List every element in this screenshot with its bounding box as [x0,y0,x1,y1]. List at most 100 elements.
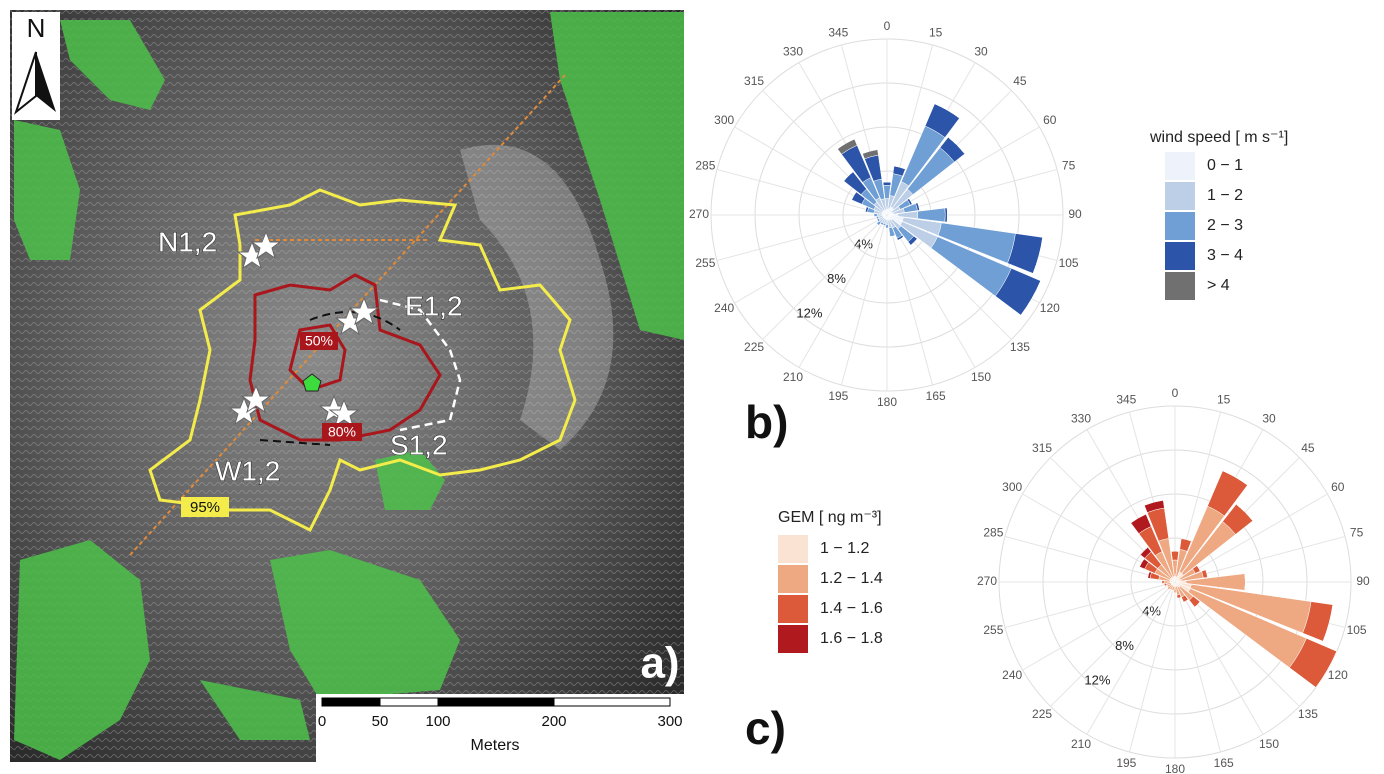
direction-label: 240 [714,301,734,315]
legend-label: 2 − 3 [1207,217,1243,234]
direction-label: 75 [1062,159,1076,173]
spoke [1051,582,1175,706]
scale-tick-label: 50 [372,713,389,730]
r-tick-label: 8% [1115,638,1134,653]
direction-label: 90 [1068,207,1082,221]
direction-label: 180 [877,395,897,409]
r-tick-label: 12% [796,306,822,321]
direction-label: 45 [1013,74,1027,88]
direction-label: 270 [689,207,709,221]
legend-label: 1 − 1.2 [820,540,869,557]
direction-label: 225 [1032,707,1052,721]
scale-segment [380,698,438,706]
spoke [1023,582,1175,670]
legend-label: 1.6 − 1.8 [820,630,883,647]
legend-label: 0 − 1 [1207,157,1243,174]
rose-segment [885,225,888,228]
legend-label: 1.4 − 1.6 [820,600,883,617]
direction-label: 180 [1165,762,1185,774]
spoke [735,215,887,303]
direction-label: 150 [971,370,991,384]
direction-label: 345 [1116,393,1136,407]
direction-label: 315 [744,74,764,88]
direction-label: 75 [1350,526,1364,540]
map: N1,2 E1,2 S1,2 W1,2 50% 80% 95% N a) Met… [10,10,684,774]
scale-bar: Meters 0 50 100 200 300 [316,694,684,774]
scale-tick-label: 200 [541,713,566,730]
legend-label: 1 − 2 [1207,187,1243,204]
direction-label: 330 [1071,411,1091,425]
r-tick-label: 8% [827,271,846,286]
scale-segment [438,698,554,706]
direction-label: 345 [828,26,848,40]
direction-label: 300 [714,113,734,127]
scale-segment [554,698,670,706]
scale-tick-label: 300 [657,713,682,730]
direction-label: 330 [783,44,803,58]
direction-label: 105 [1347,623,1367,637]
spoke [1087,582,1175,734]
legend-swatch [778,535,808,563]
rose-segment [883,182,891,186]
legend-swatch [778,595,808,623]
direction-label: 300 [1002,480,1022,494]
direction-label: 0 [884,19,891,33]
direction-label: 225 [744,340,764,354]
direction-label: 15 [1217,393,1231,407]
direction-label: 285 [695,159,715,173]
spoke [763,215,887,339]
site-label: E1,2 [405,290,463,321]
direction-label: 165 [1214,756,1234,770]
legend-label: 1.2 − 1.4 [820,570,883,587]
direction-label: 90 [1356,574,1370,588]
spoke [799,215,887,367]
legend-swatch [1165,212,1195,240]
contour-label: 95% [190,499,220,516]
direction-label: 135 [1298,707,1318,721]
direction-label: 210 [783,370,803,384]
panel-label: c) [745,702,786,754]
scale-unit: Meters [471,737,520,754]
site-label: N1,2 [158,226,217,257]
direction-label: 255 [695,256,715,270]
legend-title: wind speed [ m s⁻¹] [1149,129,1288,146]
site-label: S1,2 [390,429,448,460]
legend-label: > 4 [1207,277,1230,294]
panel-label: b) [745,396,788,448]
direction-label: 30 [974,44,988,58]
direction-label: 45 [1301,441,1315,455]
direction-label: 120 [1328,668,1348,682]
direction-label: 285 [983,526,1003,540]
direction-label: 270 [977,574,997,588]
rose-segment [874,213,877,216]
r-tick-label: 12% [1084,673,1110,688]
legend-swatch [1165,182,1195,210]
direction-label: 240 [1002,668,1022,682]
direction-label: 195 [828,389,848,403]
direction-label: 0 [1172,386,1179,400]
site-label: W1,2 [215,455,280,486]
direction-label: 255 [983,623,1003,637]
direction-label: 150 [1259,737,1279,751]
north-label: N [27,13,46,43]
legend-swatch [1165,152,1195,180]
direction-label: 135 [1010,340,1030,354]
rose-segment [1171,551,1178,560]
legend-swatch [1165,272,1195,300]
contour-label: 80% [328,424,356,440]
rose-segment [1162,580,1164,583]
scale-tick-label: 100 [425,713,450,730]
direction-label: 60 [1331,480,1345,494]
direction-label: 165 [926,389,946,403]
direction-label: 30 [1262,411,1276,425]
panel-label: a) [640,639,679,688]
direction-label: 15 [929,26,943,40]
direction-label: 210 [1071,737,1091,751]
legend-label: 3 − 4 [1207,247,1243,264]
figure: N1,2 E1,2 S1,2 W1,2 50% 80% 95% N a) Met… [0,0,1384,774]
scale-tick-label: 0 [318,713,326,730]
direction-label: 105 [1059,256,1079,270]
direction-label: 315 [1032,441,1052,455]
